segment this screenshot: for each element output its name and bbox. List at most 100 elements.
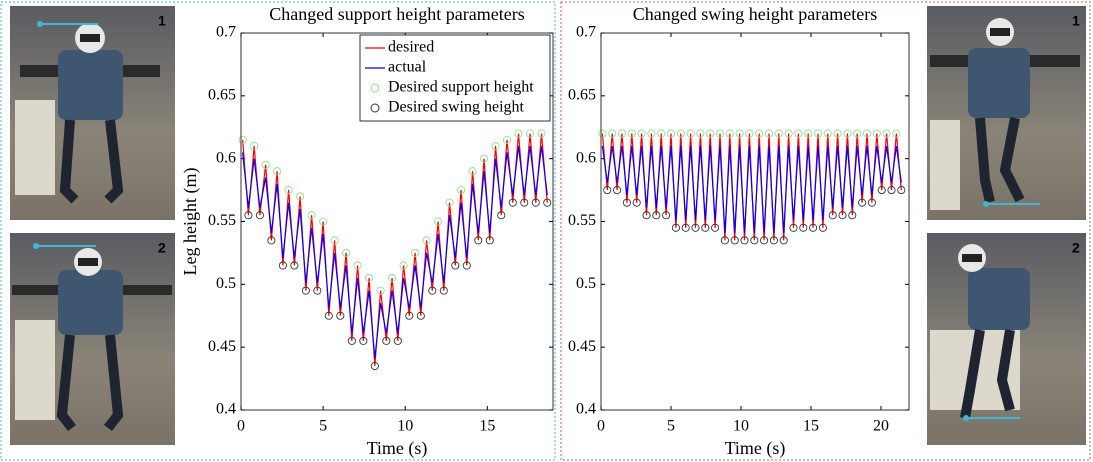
data-marker xyxy=(652,211,661,220)
data-marker xyxy=(760,236,769,245)
chart-title: Changed swing height parameters xyxy=(633,4,877,24)
data-marker xyxy=(336,311,345,320)
data-marker xyxy=(267,236,276,245)
data-marker xyxy=(755,129,764,138)
x-tick-label: 5 xyxy=(319,418,327,435)
legend-label: desired xyxy=(388,39,434,56)
data-marker xyxy=(725,129,734,138)
data-marker xyxy=(613,186,622,195)
data-marker xyxy=(691,223,700,232)
data-marker xyxy=(434,217,443,226)
data-marker xyxy=(720,236,729,245)
data-marker xyxy=(456,186,466,195)
data-marker xyxy=(370,361,379,371)
data-marker xyxy=(887,186,896,195)
photo: 1 xyxy=(927,6,1086,220)
data-marker xyxy=(399,261,408,270)
data-marker xyxy=(330,236,339,245)
y-tick-label: 0.65 xyxy=(208,87,236,104)
data-marker xyxy=(359,336,368,345)
data-marker xyxy=(485,236,494,245)
data-marker xyxy=(666,129,676,138)
data-marker xyxy=(828,211,837,220)
data-marker xyxy=(833,129,842,138)
data-marker xyxy=(853,129,862,138)
data-marker xyxy=(715,129,725,138)
data-marker xyxy=(769,236,778,245)
y-tick-label: 0.5 xyxy=(576,275,596,292)
data-marker xyxy=(255,211,264,220)
data-marker xyxy=(603,186,612,195)
y-tick-label: 0.7 xyxy=(216,24,236,41)
data-marker xyxy=(818,223,827,232)
photo: 2 xyxy=(10,233,175,445)
data-marker xyxy=(411,248,420,257)
data-marker xyxy=(740,236,749,245)
data-marker xyxy=(662,211,671,220)
data-marker xyxy=(290,261,299,270)
data-marker xyxy=(882,129,891,138)
legend-swatch xyxy=(370,103,380,113)
data-marker xyxy=(347,336,356,345)
data-marker xyxy=(238,135,247,144)
plot-frame xyxy=(600,32,910,411)
data-marker xyxy=(642,211,651,220)
photo-label: 2 xyxy=(1072,240,1080,256)
data-marker xyxy=(730,236,739,245)
y-axis-label: Leg height (m) xyxy=(180,168,201,276)
data-marker xyxy=(250,142,259,151)
y-tick-label: 0.55 xyxy=(568,212,596,229)
data-marker xyxy=(774,129,783,138)
data-marker xyxy=(789,223,798,232)
photo-label: 2 xyxy=(158,240,166,256)
data-marker xyxy=(858,198,867,207)
data-marker xyxy=(319,217,328,226)
data-marker xyxy=(686,129,695,138)
data-marker xyxy=(750,236,759,245)
data-marker xyxy=(764,129,774,138)
data-marker xyxy=(848,211,857,220)
data-marker xyxy=(794,129,803,138)
data-marker xyxy=(706,129,715,138)
x-axis-label: Time (s) xyxy=(367,438,428,459)
data-marker xyxy=(278,261,287,270)
data-marker xyxy=(622,198,631,207)
data-marker xyxy=(491,142,500,151)
data-marker xyxy=(284,186,293,195)
photo-label: 1 xyxy=(158,13,166,29)
data-marker xyxy=(809,223,818,232)
y-tick-label: 0.45 xyxy=(208,338,236,355)
data-marker xyxy=(647,129,656,138)
plot-frame xyxy=(240,32,554,411)
data-marker xyxy=(296,192,305,201)
photo: 2 xyxy=(927,233,1086,445)
data-marker xyxy=(813,129,823,138)
legend-label: Desired swing height xyxy=(388,99,525,116)
legend-swatch xyxy=(370,83,380,93)
data-marker xyxy=(627,129,636,138)
x-tick-label: 15 xyxy=(803,418,819,435)
data-marker xyxy=(632,198,641,207)
legend-label: Desired support height xyxy=(388,79,534,96)
data-marker xyxy=(784,129,793,138)
data-marker xyxy=(405,311,414,320)
data-marker xyxy=(779,236,788,245)
data-marker xyxy=(531,198,540,207)
data-marker xyxy=(823,129,832,138)
data-marker xyxy=(696,129,705,138)
data-marker xyxy=(324,311,333,320)
data-marker xyxy=(445,198,454,207)
data-marker xyxy=(877,186,886,195)
data-marker xyxy=(422,236,431,245)
data-line xyxy=(601,146,902,233)
data-marker xyxy=(525,129,535,138)
y-tick-label: 0.45 xyxy=(568,338,596,355)
data-marker xyxy=(439,286,448,295)
data-marker xyxy=(735,129,744,138)
y-tick-label: 0.5 xyxy=(216,275,236,292)
data-marker xyxy=(261,160,270,169)
data-marker xyxy=(508,198,517,207)
y-tick-label: 0.6 xyxy=(216,149,236,166)
data-marker xyxy=(462,261,471,270)
